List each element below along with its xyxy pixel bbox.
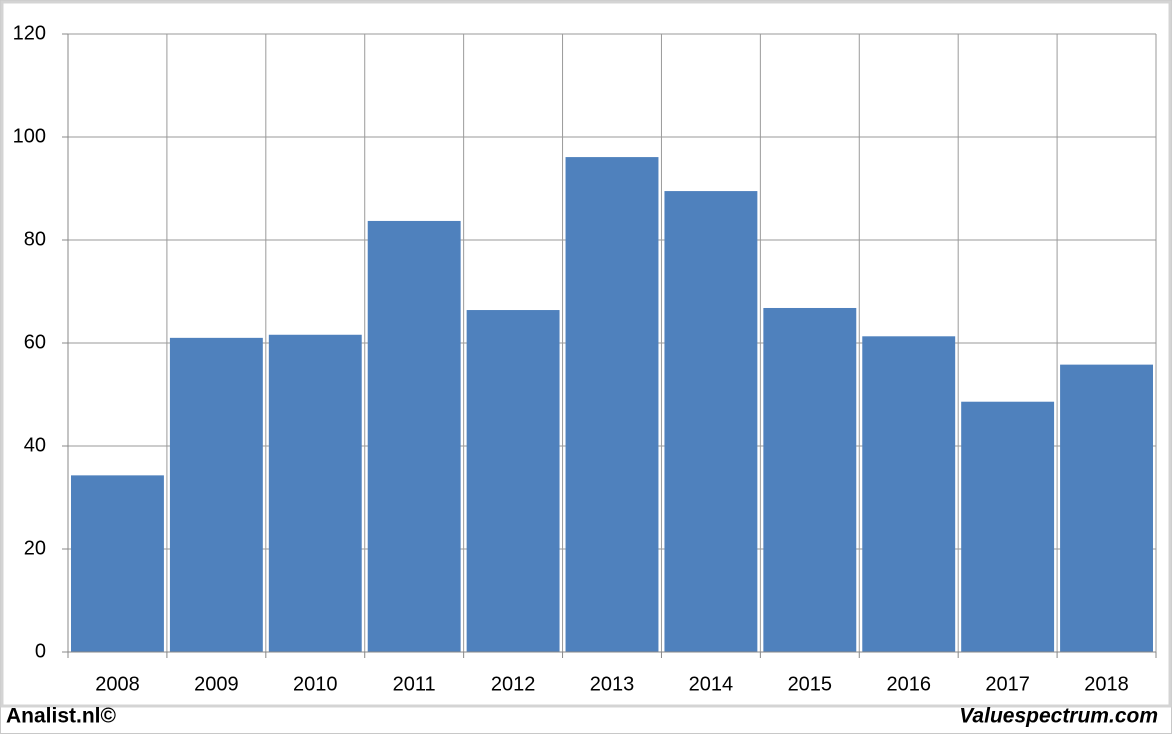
footer-left: Analist.nl© [6, 705, 117, 728]
x-tick-label: 2011 [393, 673, 436, 695]
x-tick-label: 2014 [689, 673, 734, 695]
bar [367, 220, 461, 652]
y-tick-label: 80 [24, 228, 46, 250]
x-tick-label: 2009 [194, 673, 239, 695]
bar [1060, 364, 1153, 652]
y-tick-label: 60 [24, 331, 46, 353]
x-tick-label: 2008 [95, 673, 140, 695]
y-tick-label: 120 [13, 22, 46, 44]
bar [466, 310, 560, 652]
bar [71, 475, 164, 652]
bar [961, 401, 1055, 652]
y-tick-label: 20 [24, 537, 46, 559]
bar [862, 336, 956, 652]
x-tick-label: 2015 [788, 673, 833, 695]
bar [565, 157, 659, 652]
y-tick-label: 40 [24, 434, 46, 456]
x-tick-label: 2012 [491, 673, 536, 695]
footer-right: Valuespectrum.com [959, 705, 1158, 728]
plot-frame [0, 0, 1172, 708]
bar [763, 307, 857, 652]
x-tick-label: 2018 [1084, 673, 1129, 695]
bar [268, 334, 362, 652]
bar [664, 191, 758, 652]
y-tick-label: 0 [35, 640, 46, 662]
y-tick-label: 100 [13, 125, 46, 147]
x-tick-label: 2010 [293, 673, 338, 695]
x-tick-label: 2017 [985, 673, 1030, 695]
bar [169, 337, 263, 652]
x-tick-label: 2013 [590, 673, 635, 695]
x-tick-label: 2016 [886, 673, 931, 695]
